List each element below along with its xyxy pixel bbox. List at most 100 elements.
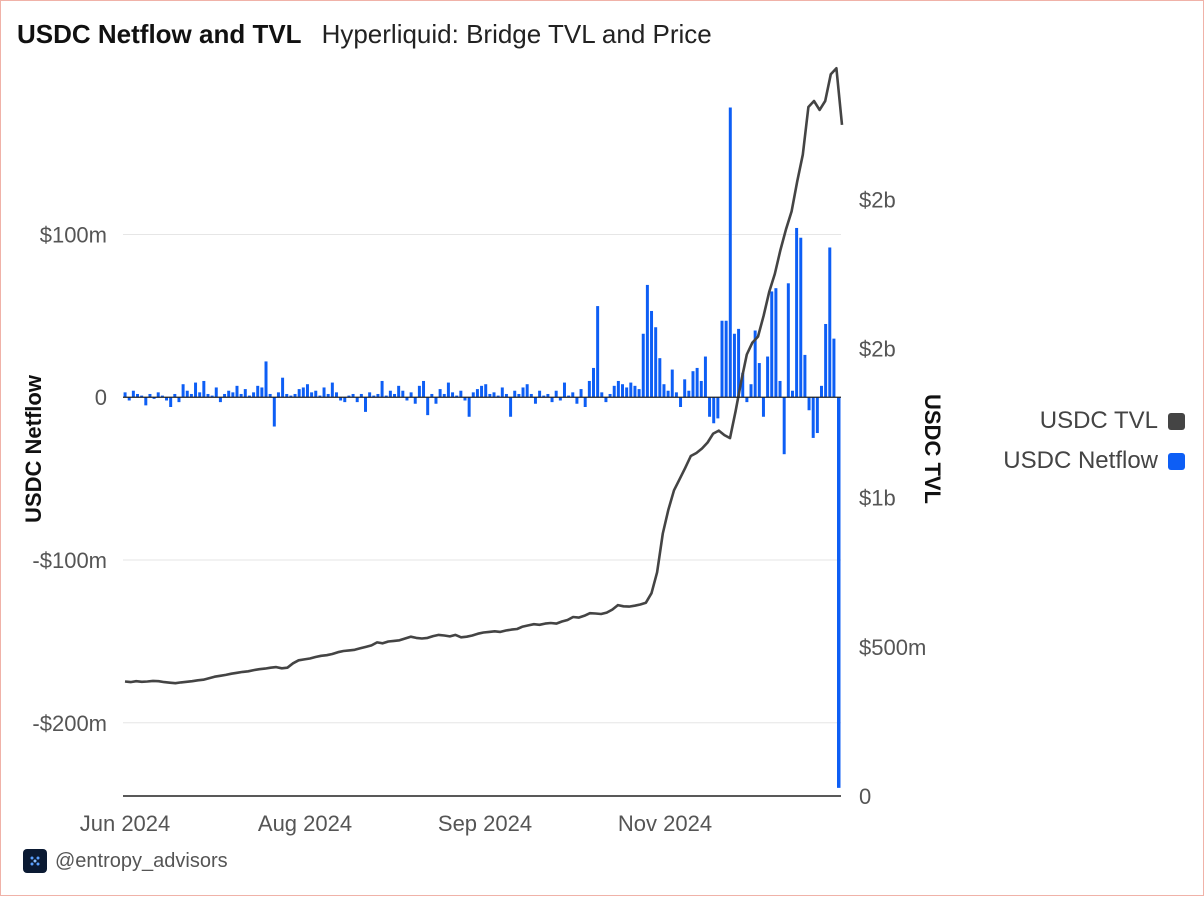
netflow-bar [567,395,571,398]
netflow-bar [413,397,417,404]
netflow-bar [683,379,687,398]
netflow-bar [347,395,351,398]
netflow-bar [583,397,587,407]
netflow-bar [790,390,794,398]
netflow-bar [815,397,819,434]
netflow-bar [376,393,380,398]
netflow-bar [401,390,405,398]
netflow-bar [575,397,579,404]
netflow-bar [766,356,770,398]
netflow-bar [393,393,397,398]
x-tick-label: Nov 2024 [618,811,712,836]
netflow-bar [409,392,413,398]
netflow-bar [558,397,562,401]
tvl-line [124,66,844,685]
netflow-bar [716,397,720,419]
netflow-bar [214,387,218,398]
netflow-bar [417,385,421,398]
netflow-bar [405,397,409,401]
netflow-bar [281,377,285,398]
netflow-bar [438,389,442,398]
netflow-bar [819,385,823,398]
netflow-bar [737,328,741,398]
netflow-bar [127,397,131,401]
netflow-bar [355,397,359,403]
netflow-bar [492,392,496,398]
netflow-bar [451,392,455,398]
netflow-bar [293,393,297,398]
netflow-bar [562,382,566,398]
netflow-bar [837,397,841,788]
netflow-bar [223,393,227,398]
netflow-bar [189,393,193,398]
netflow-bar [289,395,293,398]
netflow-bar [679,397,683,407]
netflow-bar [264,361,268,398]
y-left-tick-label: -$100m [32,548,107,573]
netflow-bar [326,393,330,398]
netflow-bar [194,382,198,398]
y-left-tick-label: $100m [40,222,107,247]
netflow-bar [388,390,392,398]
netflow-bar [301,387,305,398]
netflow-bar [310,392,314,398]
netflow-bar [641,333,645,398]
netflow-bar [720,320,724,398]
netflow-bar [604,397,608,403]
netflow-bar [529,393,533,398]
netflow-bar [318,395,322,398]
netflow-bar [513,390,517,398]
netflow-bar [770,291,774,398]
netflow-bar [169,397,173,407]
netflow-bar [256,385,260,398]
netflow-bar [426,397,430,416]
y-right-tick-label: $500m [859,635,926,660]
netflow-bar [600,392,604,398]
y-left-tick-label: 0 [95,385,107,410]
netflow-bar [372,395,376,398]
netflow-bar [364,397,367,412]
netflow-bar [235,385,239,398]
y-right-tick-label: $2b [859,337,896,362]
netflow-bar [795,227,799,398]
netflow-bar [165,397,169,401]
netflow-bar [305,384,309,398]
netflow-bar [152,397,156,399]
netflow-bar [728,107,732,398]
netflow-bar [757,363,761,398]
netflow-bar [359,393,363,398]
netflow-bar [554,390,558,398]
netflow-bar [550,397,554,403]
netflow-bar [753,330,757,398]
netflow-bar [724,320,728,398]
netflow-bars [123,107,841,788]
tvl-line-path [124,66,844,685]
netflow-bar [811,397,815,438]
netflow-bar [824,323,828,398]
netflow-bar [140,395,144,398]
netflow-bar [343,397,347,403]
netflow-bar [252,392,256,398]
legend-label-tvl: USDC TVL [1039,407,1158,434]
legend-item-tvl[interactable]: USDC TVL [1003,401,1185,441]
netflow-bar [708,397,712,417]
y-right-axis-title: USDC TVL [920,394,945,504]
netflow-bar [500,387,504,398]
legend-item-netflow[interactable]: USDC Netflow [1003,441,1185,481]
netflow-bar [272,397,276,427]
netflow-bar [670,369,674,398]
netflow-bar [334,392,338,398]
netflow-bar [687,390,691,398]
netflow-bar [156,392,160,398]
tick-labels: Jun 2024 Aug 2024 Sep 2024 Nov 2024 $100m 0 -$… [21,187,945,836]
netflow-bar [247,395,251,398]
x-tick-label: Aug 2024 [258,811,352,836]
netflow-bar [239,393,243,398]
netflow-bar [803,354,807,398]
netflow-bar [521,387,525,398]
netflow-bar [297,389,301,398]
netflow-bar [778,380,782,398]
netflow-bar [517,393,521,398]
